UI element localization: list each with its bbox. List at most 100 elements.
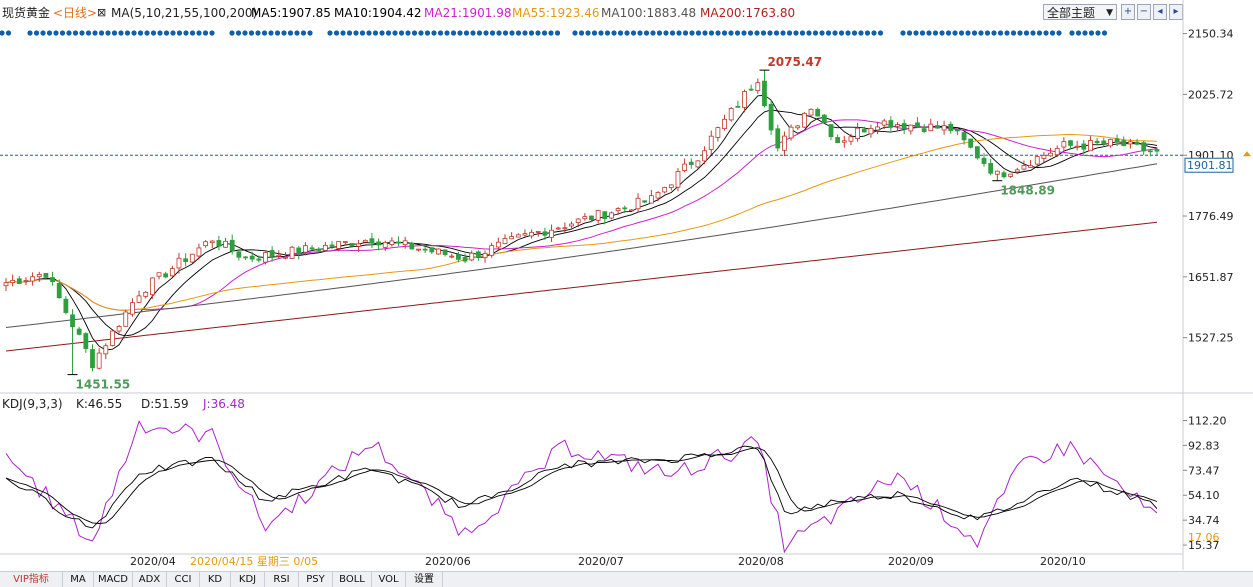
event-dot <box>971 30 978 36</box>
candle-body <box>742 91 747 108</box>
candle-body <box>329 244 335 247</box>
event-dot <box>838 30 845 36</box>
event-dot <box>242 30 248 36</box>
candle-body <box>110 330 115 346</box>
candle-body <box>688 161 694 165</box>
candle-body <box>462 257 468 262</box>
candle-body <box>921 128 927 132</box>
event-dot <box>137 30 144 36</box>
tab-adx[interactable]: ADX <box>133 572 167 587</box>
event-dot <box>176 30 183 36</box>
candle-body <box>43 272 49 278</box>
candle-body <box>901 123 907 129</box>
event-dot <box>40 30 46 36</box>
date-label: 2020/09 <box>888 555 934 568</box>
zoom-in-button[interactable]: + <box>1121 4 1135 20</box>
tab-rsi[interactable]: RSI <box>265 572 299 587</box>
ma100-line <box>5 163 1158 328</box>
kdj-tick-label: 54.10 <box>1188 489 1220 502</box>
event-dot <box>708 30 715 36</box>
event-dot <box>747 30 754 36</box>
tab-boll[interactable]: BOLL <box>333 572 372 587</box>
candle-body <box>163 273 169 278</box>
ma-params[interactable]: MA(5,10,21,55,100,200) <box>111 6 258 20</box>
event-dot <box>0 30 5 36</box>
event-dot <box>554 30 561 36</box>
tab-macd[interactable]: MACD <box>94 572 133 587</box>
candle-body <box>136 295 142 303</box>
candle-body <box>582 216 588 220</box>
candle-body <box>223 240 228 248</box>
event-dot <box>398 30 405 36</box>
candle-body <box>569 223 574 227</box>
candle-body <box>935 125 940 129</box>
candle-body <box>416 248 421 251</box>
candle-body <box>1068 140 1073 146</box>
candle-body <box>575 218 581 223</box>
scroll-left-button[interactable]: ◂ <box>1153 4 1167 20</box>
tab-kd[interactable]: KD <box>200 572 231 587</box>
event-dot <box>572 30 578 36</box>
candle-body <box>775 128 781 149</box>
tab-kdj[interactable]: KDJ <box>231 572 265 587</box>
kdj-params[interactable]: KDJ(9,3,3) <box>2 397 63 411</box>
event-dot <box>604 30 611 36</box>
candle-body <box>3 282 9 287</box>
kdj-current-j: 17.06 <box>1188 531 1220 544</box>
event-dot <box>483 30 489 36</box>
event-dot <box>741 30 747 36</box>
candle-body <box>555 227 561 230</box>
event-dot <box>450 30 457 36</box>
event-dot <box>578 30 585 36</box>
event-dot <box>637 30 643 36</box>
period-selector[interactable]: <日线> <box>53 6 98 20</box>
candle-body <box>974 146 980 159</box>
candlesticks <box>3 70 1160 375</box>
event-dot <box>1036 30 1043 36</box>
candle-body <box>648 195 654 204</box>
indicator-toggle-icon[interactable]: ⊠ <box>97 6 107 19</box>
event-dots <box>0 30 1108 36</box>
kdj-tick-label: 73.47 <box>1188 464 1220 477</box>
candle-body <box>389 240 395 245</box>
candle-body <box>1034 156 1040 165</box>
event-dot <box>1075 30 1082 36</box>
event-dot <box>98 30 105 36</box>
zoom-in-icon: + <box>1123 6 1133 17</box>
tab-vip-indicators[interactable]: VIP指标 <box>0 572 63 587</box>
candle-body <box>76 328 82 335</box>
event-dot <box>695 30 702 36</box>
ma10-value: MA10:1904.42 <box>334 6 422 20</box>
candle-body <box>875 126 880 131</box>
tab-ma[interactable]: MA <box>63 572 94 587</box>
candle-body <box>1048 152 1053 157</box>
indicator-tabs: VIP指标 MA MACD ADX CCI KD KDJ RSI PSY BOL… <box>0 571 1253 587</box>
kdj-j-value: J:36.48 <box>203 397 245 411</box>
event-dot <box>702 30 708 36</box>
ma55-value: MA55:1923.46 <box>512 6 600 20</box>
candle-body <box>708 135 714 150</box>
candle-body <box>668 184 674 188</box>
tab-settings[interactable]: 设置 <box>406 572 443 587</box>
event-dot <box>871 30 877 36</box>
moving-average-lines <box>5 94 1158 352</box>
zoom-out-button[interactable]: − <box>1137 4 1151 20</box>
candle-body <box>469 252 475 261</box>
tab-vol[interactable]: VOL <box>372 572 406 587</box>
event-dot <box>786 30 793 36</box>
theme-selector-button[interactable]: 全部主题 ▼ <box>1043 4 1117 20</box>
candle-body <box>436 248 441 255</box>
candle-body <box>70 314 75 328</box>
event-dot <box>118 30 124 36</box>
event-dot <box>346 30 353 36</box>
candle-body <box>1028 165 1033 168</box>
tab-psy[interactable]: PSY <box>299 572 333 587</box>
event-dot <box>385 30 392 36</box>
event-dot <box>340 30 346 36</box>
tab-cci[interactable]: CCI <box>167 572 200 587</box>
event-dot <box>1101 30 1108 36</box>
ma100-value: MA100:1883.48 <box>601 6 697 20</box>
event-dot <box>489 30 496 36</box>
kdj-j-line <box>5 419 1158 554</box>
